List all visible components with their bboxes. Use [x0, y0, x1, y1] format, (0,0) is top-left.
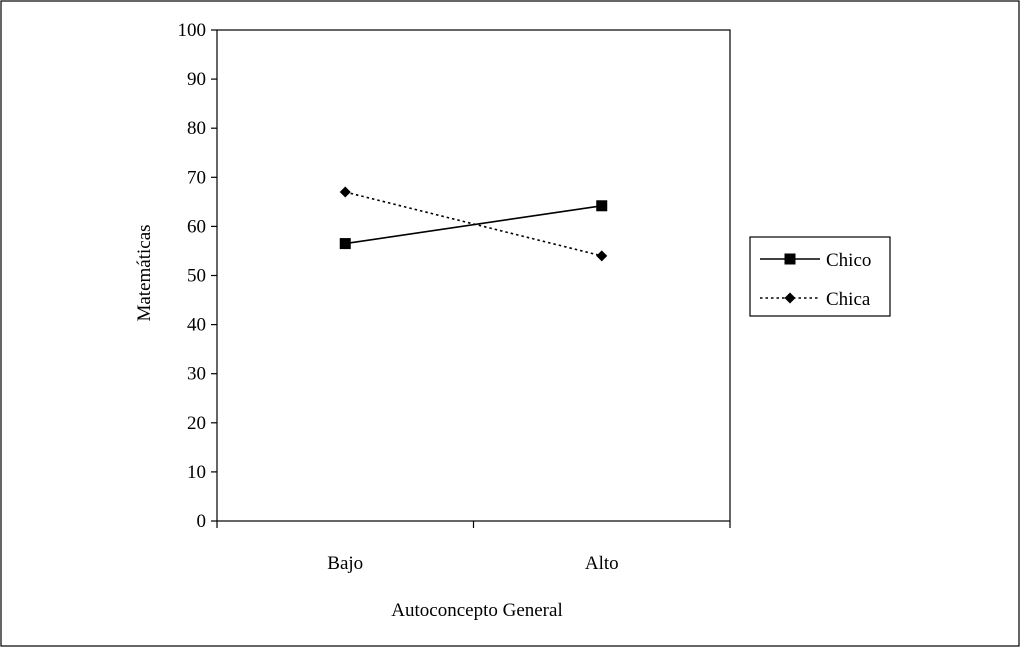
legend-box — [749, 236, 891, 317]
data-point — [339, 186, 351, 198]
data-point — [596, 200, 608, 212]
y-axis: 0 10 20 30 40 50 60 70 80 90 100 — [178, 20, 217, 532]
plot-area — [216, 29, 731, 522]
y-tick-label: 10 — [187, 462, 206, 483]
x-axis-title: Autoconcepto General — [391, 600, 562, 621]
y-tick-label: 50 — [187, 266, 206, 287]
y-tick-label: 90 — [187, 69, 206, 90]
legend: Chico Chica — [749, 236, 891, 317]
x-tick-label: Alto — [585, 553, 619, 574]
series-layer — [339, 186, 608, 262]
y-tick-label: 30 — [187, 364, 206, 385]
data-point — [339, 238, 351, 250]
series-line — [345, 191, 602, 257]
y-tick-label: 100 — [178, 20, 207, 41]
legend-marker — [784, 253, 796, 265]
y-tick-label: 60 — [187, 216, 206, 237]
series-chica — [339, 186, 608, 262]
x-axis: Bajo Alto — [216, 521, 731, 574]
legend-marker — [784, 292, 796, 304]
y-tick-label: 0 — [197, 511, 207, 532]
y-tick-label: 70 — [187, 167, 206, 188]
legend-label: Chico — [826, 250, 871, 271]
y-tick-label: 80 — [187, 118, 206, 139]
y-tick-label: 40 — [187, 315, 206, 336]
y-axis-title: Matemáticas — [134, 224, 155, 321]
x-tick-label: Bajo — [327, 553, 363, 574]
data-point — [596, 250, 608, 262]
y-tick-label: 20 — [187, 413, 206, 434]
legend-label: Chica — [826, 289, 871, 310]
